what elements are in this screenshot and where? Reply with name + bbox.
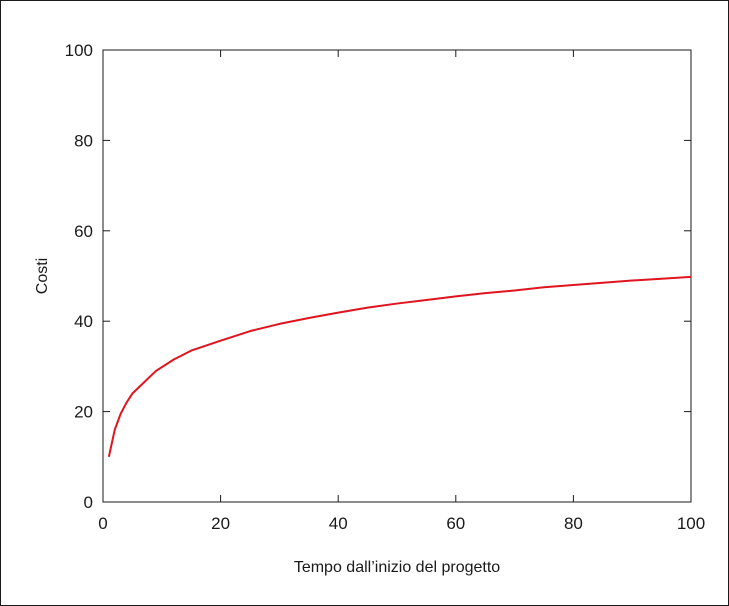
plot-area	[102, 49, 692, 503]
y-axis-ticks: 0 20 40 60 80 100	[65, 41, 691, 512]
y-tick-label: 80	[74, 131, 93, 150]
x-tick-label: 80	[564, 514, 583, 533]
x-axis-label: Tempo dall’inizio del progetto	[294, 559, 500, 576]
x-axis-ticks: 0 20 40 60 80 100	[98, 50, 705, 533]
y-axis-label: Costi	[34, 258, 51, 294]
series-line-0	[107, 275, 692, 458]
y-tick-label: 40	[74, 312, 93, 331]
series-layer	[107, 275, 692, 458]
y-tick-label: 60	[74, 222, 93, 241]
x-tick-label: 20	[211, 514, 230, 533]
x-tick-label: 0	[98, 514, 107, 533]
x-tick-label: 60	[446, 514, 465, 533]
x-tick-label: 100	[677, 514, 705, 533]
x-tick-label: 40	[329, 514, 348, 533]
y-tick-label: 20	[74, 403, 93, 422]
y-tick-label: 0	[84, 493, 93, 512]
y-tick-label: 100	[65, 41, 93, 60]
